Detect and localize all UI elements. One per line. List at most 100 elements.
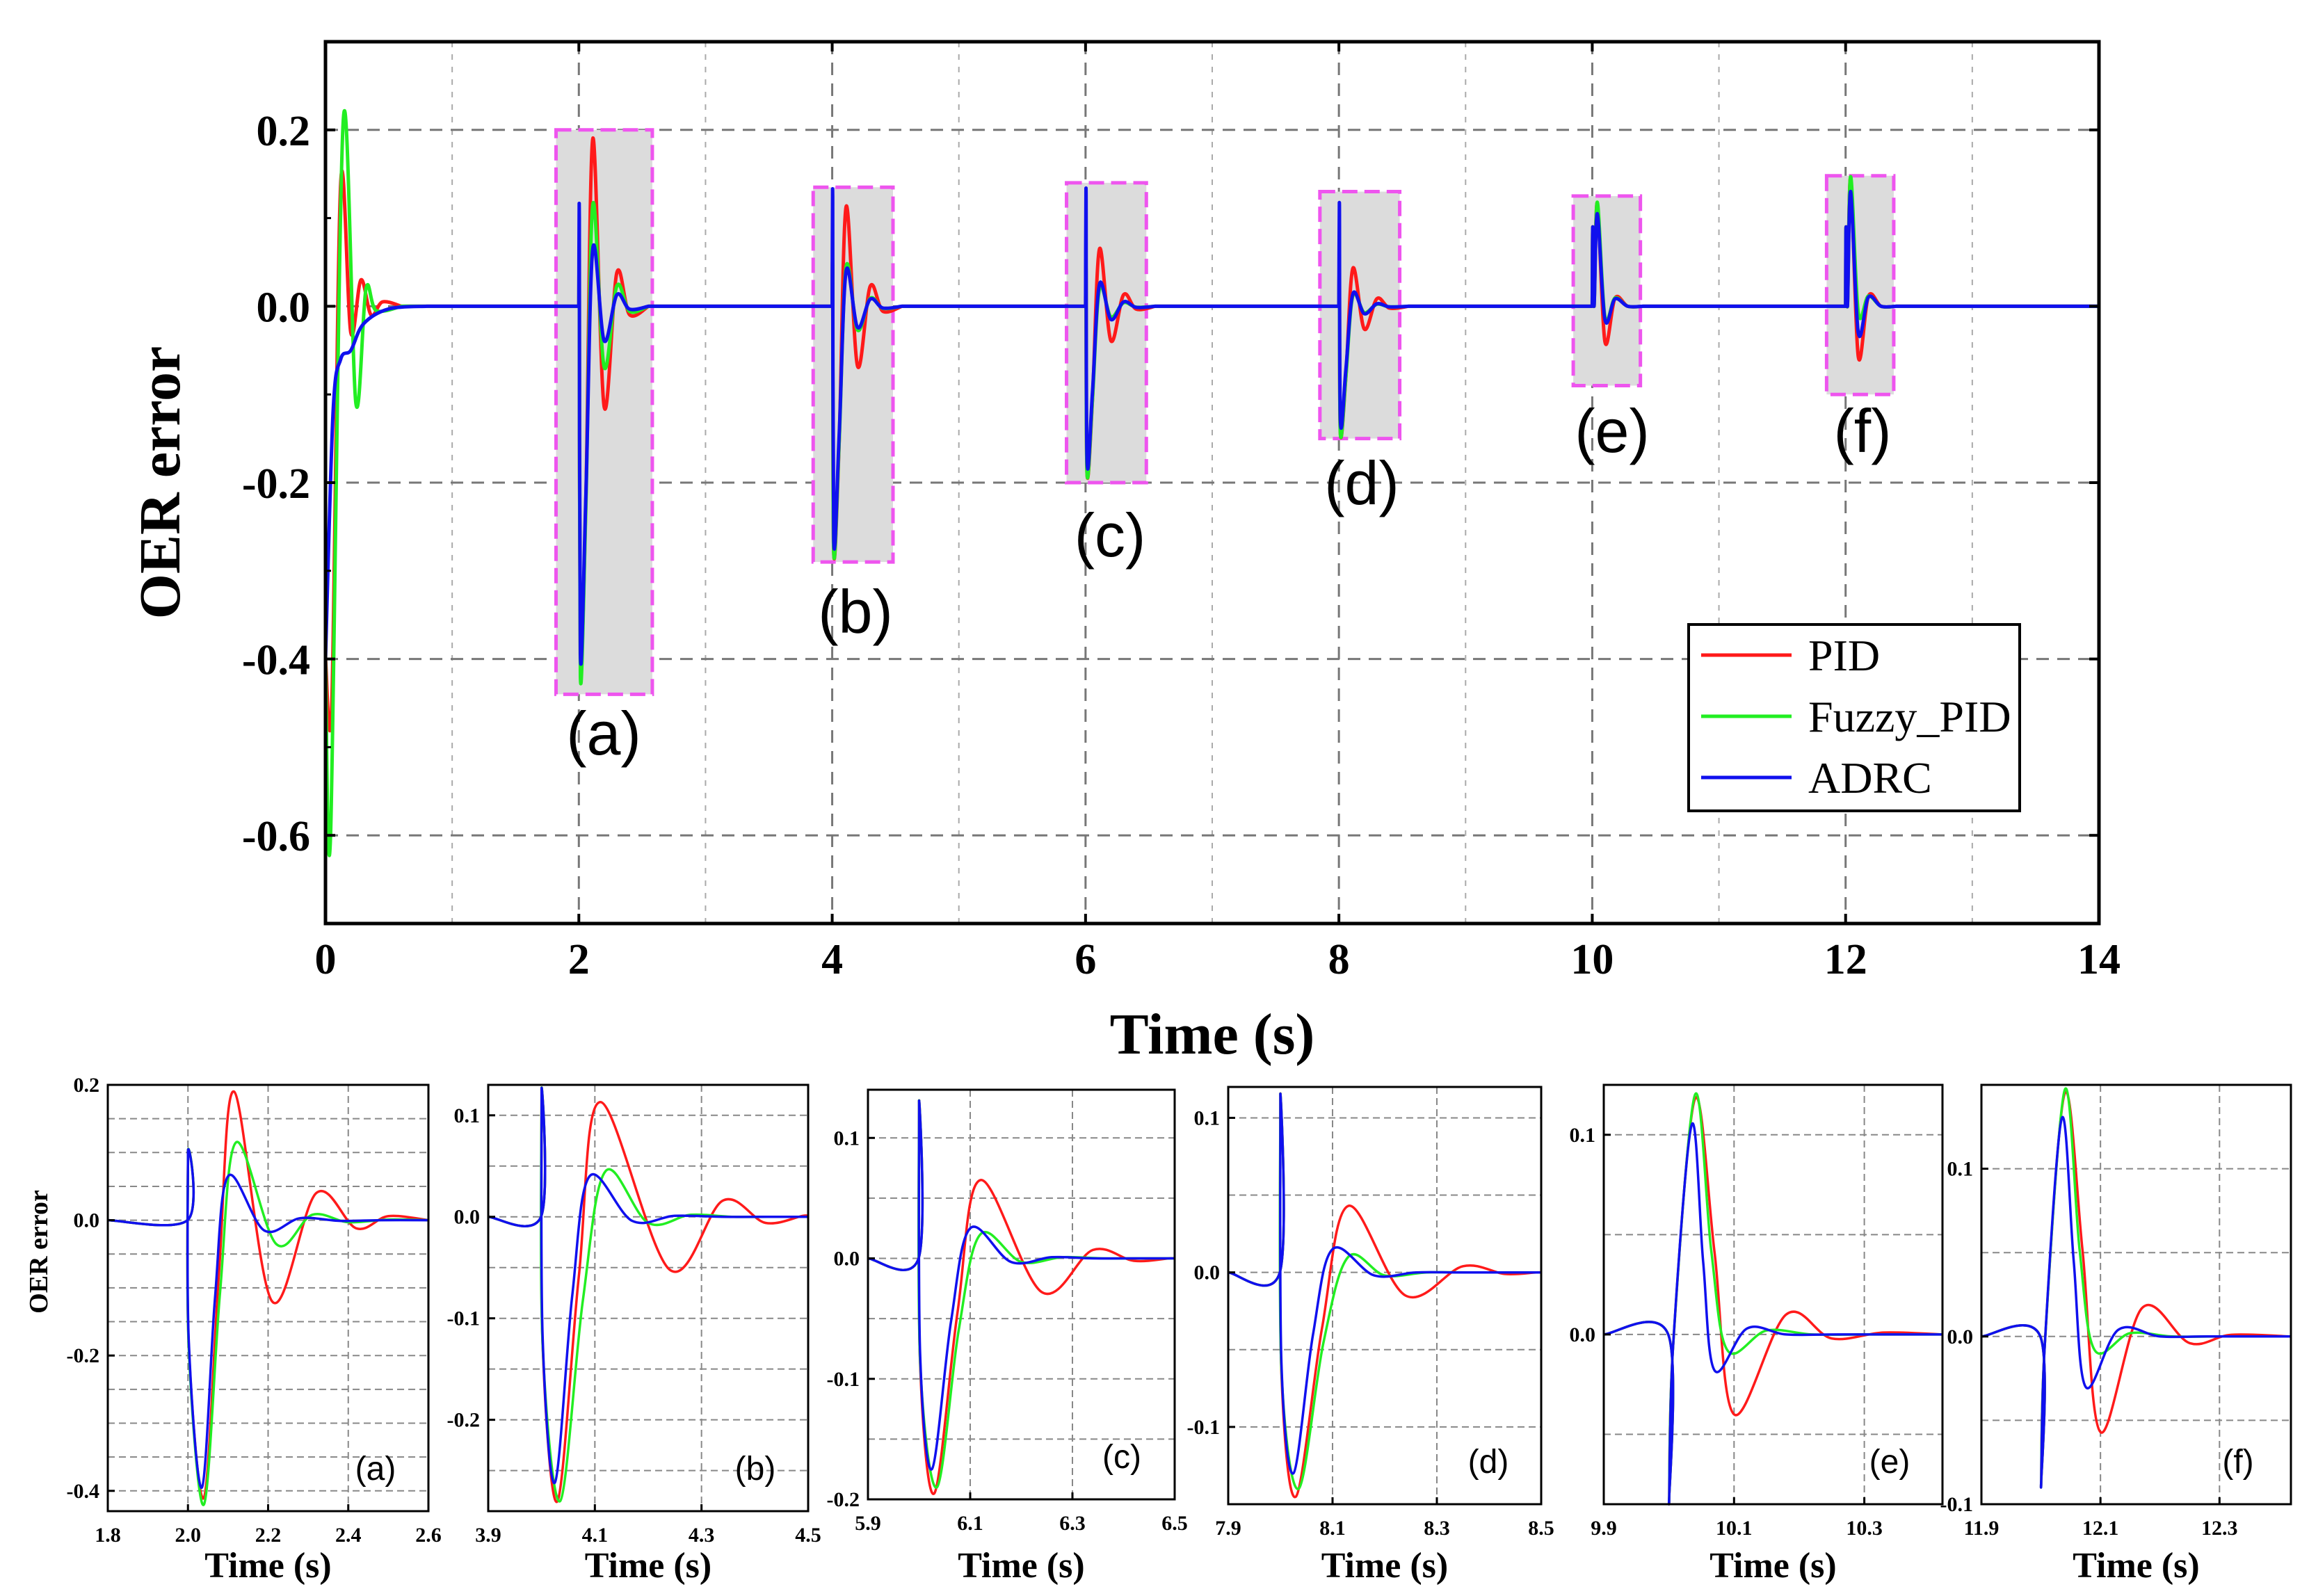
x-tick-label: 2 — [568, 936, 590, 983]
panel-label: (d) — [1468, 1444, 1509, 1481]
x-tick-label: 8.5 — [1528, 1517, 1554, 1540]
series-pid — [1981, 1090, 2292, 1489]
y-tick-label: -0.2 — [67, 1344, 100, 1367]
series-adrc — [1228, 1093, 1541, 1475]
series-adrc — [867, 1099, 1175, 1471]
zoom-box-e — [1571, 194, 1643, 388]
zoom-label: (a) — [566, 699, 641, 768]
x-tick-label: 2.4 — [335, 1524, 362, 1547]
y-tick-label: 0.2 — [257, 108, 311, 155]
zoom-box-f — [1824, 174, 1896, 396]
series-pid — [488, 1086, 810, 1504]
y-tick-label: -0.6 — [242, 813, 310, 860]
x-tick-label: 2.2 — [255, 1524, 282, 1547]
y-tick-label: 0.0 — [454, 1206, 481, 1229]
series-adrc — [323, 186, 2099, 666]
panel-label: (f) — [2222, 1444, 2253, 1481]
x-tick-label: 4.1 — [582, 1524, 609, 1547]
zoom-chart-f: 11.9 12.1 12.3 -0.1 0.0 0.1 (f) Time (s) — [1940, 1083, 2292, 1586]
y-tick-label: 0.0 — [1194, 1262, 1221, 1284]
y-tick-label: -0.1 — [827, 1368, 860, 1391]
x-axis-label: Time (s) — [1110, 1002, 1315, 1067]
x-tick-label: 9.9 — [1591, 1517, 1617, 1540]
x-tick-label: 8 — [1328, 936, 1350, 983]
zoom-label: (c) — [1075, 501, 1146, 570]
legend-label: Fuzzy_PID — [1808, 692, 2011, 741]
legend-label: PID — [1808, 631, 1880, 680]
y-tick-label: -0.1 — [1187, 1416, 1221, 1439]
plot-frame — [867, 1088, 1176, 1501]
x-tick-label: 10.1 — [1716, 1517, 1753, 1540]
series-fuzzy-pid — [1228, 1092, 1541, 1490]
series-adrc — [1603, 1122, 1942, 1506]
zoom-label: (d) — [1324, 449, 1399, 517]
x-tick-label: 6.5 — [1161, 1512, 1188, 1535]
zoom-chart-b: 3.9 4.1 4.3 4.5 -0.2 -0.1 0.0 0.1 (b) Time (s) — [447, 1083, 821, 1586]
y-tick-label: -0.1 — [1940, 1493, 1974, 1516]
y-axis-label: OER error — [128, 346, 193, 620]
series-fuzzy-pid — [867, 1099, 1175, 1489]
x-tick-label: 11.9 — [1964, 1517, 2000, 1540]
zoom-label: (f) — [1833, 396, 1891, 465]
x-tick-label: 4 — [821, 936, 843, 983]
x-axis-label: Time (s) — [2073, 1546, 2199, 1586]
y-tick-label: -0.2 — [827, 1488, 860, 1511]
x-axis-label: Time (s) — [958, 1546, 1084, 1586]
x-tick-label: 5.9 — [855, 1512, 881, 1535]
y-tick-label: 0.0 — [834, 1248, 860, 1271]
y-tick-label: 0.1 — [1947, 1158, 1974, 1181]
x-tick-label: 12 — [1824, 936, 1867, 983]
plot-frame — [1980, 1083, 2292, 1506]
x-tick-label: 2.0 — [175, 1524, 202, 1547]
y-tick-label: -0.2 — [242, 460, 310, 508]
y-tick-label: 0.1 — [454, 1104, 481, 1127]
y-tick-label: -0.4 — [242, 637, 310, 684]
x-axis-label: Time (s) — [204, 1546, 331, 1586]
zoom-chart-d: 7.9 8.1 8.3 8.5 -0.1 0.0 0.1 (d) Time (s) — [1187, 1086, 1554, 1586]
y-tick-label: -0.1 — [447, 1307, 481, 1330]
x-tick-label: 6 — [1075, 936, 1096, 983]
zoom-box-c — [1065, 181, 1148, 485]
x-axis-label: Time (s) — [1321, 1546, 1448, 1586]
zoom-chart-c: 5.9 6.1 6.3 6.5 -0.2 -0.1 0.0 0.1 (c) Time (s) — [827, 1088, 1188, 1586]
legend: PID Fuzzy_PID ADRC — [1687, 623, 2021, 812]
y-tick-label: 0.2 — [74, 1074, 100, 1097]
x-tick-label: 4.5 — [795, 1524, 821, 1547]
panel-label: (a) — [355, 1451, 396, 1488]
y-tick-label: 0.0 — [1570, 1323, 1596, 1346]
plot-frame — [487, 1083, 810, 1513]
series-pid — [1228, 1092, 1542, 1499]
x-tick-label: 8.1 — [1319, 1517, 1346, 1540]
panel-label: (e) — [1869, 1444, 1910, 1481]
y-tick-label: -0.2 — [447, 1409, 481, 1432]
legend-label: ADRC — [1808, 753, 1932, 803]
zoom-chart-e: 9.9 10.1 10.3 0.0 0.1 (e) Time (s) — [1570, 1083, 1944, 1586]
zoom-box-a — [554, 128, 654, 696]
y-tick-label: 0.0 — [1947, 1325, 1974, 1348]
plot-frame — [1602, 1083, 1944, 1506]
y-tick-label: 0.0 — [74, 1209, 100, 1232]
main-chart: 0 2 4 6 8 10 12 14 -0.6 -0.4 -0.2 0.0 0.2 Time (s) OER… — [128, 40, 2121, 1067]
x-tick-label: 4.3 — [689, 1524, 715, 1547]
y-axis-label: OER error — [24, 1190, 54, 1314]
panel-label: (c) — [1102, 1439, 1141, 1476]
x-tick-label: 0 — [315, 936, 337, 983]
zoom-label: (b) — [818, 577, 893, 646]
y-tick-label: -0.4 — [67, 1480, 100, 1503]
zoom-label: (e) — [1575, 396, 1650, 465]
x-tick-label: 14 — [2077, 936, 2121, 983]
x-tick-label: 6.3 — [1059, 1512, 1086, 1535]
x-tick-label: 7.9 — [1215, 1517, 1241, 1540]
x-tick-label: 10 — [1570, 936, 1614, 983]
x-tick-label: 8.3 — [1424, 1517, 1450, 1540]
series-pid — [867, 1099, 1176, 1495]
y-tick-label: 0.1 — [1570, 1124, 1596, 1147]
panel-label: (b) — [735, 1451, 776, 1488]
zoom-chart-a: 1.8 2.0 2.2 2.4 2.6 -0.4 -0.2 0.0 0.2 (a) Time (s)… — [24, 1074, 442, 1586]
x-tick-label: 6.1 — [957, 1512, 983, 1535]
plot-frame — [1227, 1086, 1543, 1506]
zoom-box-b — [811, 185, 895, 564]
series-adrc — [1981, 1115, 2291, 1489]
